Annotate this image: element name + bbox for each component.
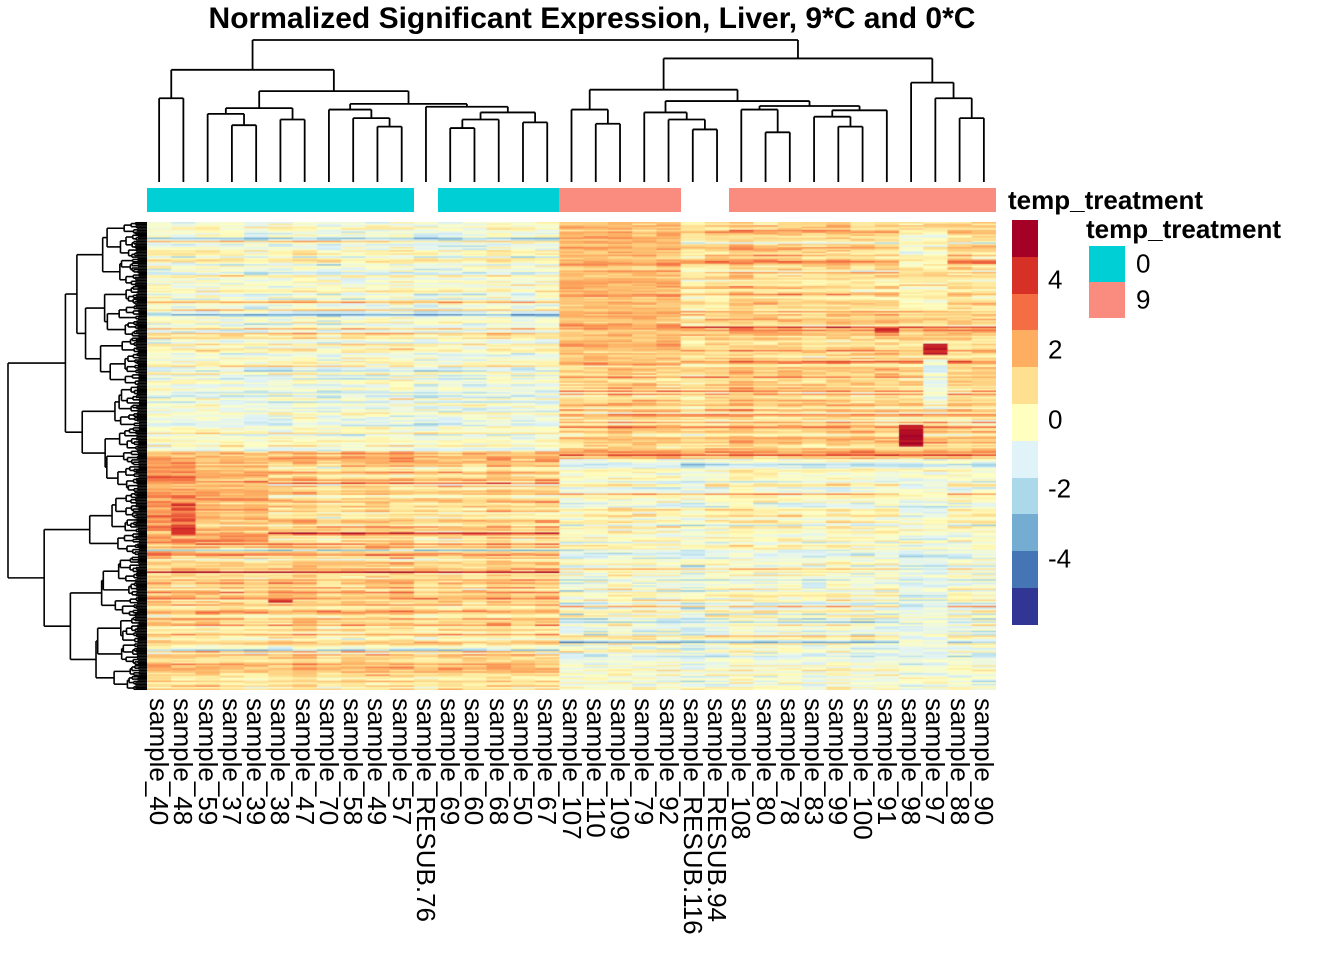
annotation-segment: [559, 188, 585, 212]
colorbar-block: [1012, 367, 1038, 404]
annotation-segment: [535, 188, 560, 212]
annotation-segment: [341, 188, 366, 212]
column-dendrogram: [158, 39, 985, 182]
colorbar-block: [1012, 440, 1038, 478]
column-label: sample_108: [726, 698, 757, 840]
colorbar-tick: 4: [1048, 264, 1063, 295]
annotation-segment: [971, 188, 997, 212]
colorbar-tick: 2: [1048, 334, 1063, 365]
column-label: sample_88: [944, 698, 975, 826]
annotation-segment: [632, 188, 657, 212]
annotation-segment: [947, 188, 973, 212]
colorbar-block: [1012, 514, 1038, 552]
row-dendrogram: [7, 221, 147, 691]
column-label: sample_79: [629, 698, 660, 826]
annotation-legend-title: temp_treatment: [1086, 214, 1282, 244]
colorbar-block: [1012, 330, 1038, 368]
annotation-segment: [826, 188, 851, 212]
annotation-segment: [462, 188, 488, 212]
legend-swatch: [1089, 282, 1125, 318]
legend-swatch: [1089, 246, 1125, 282]
column-label: sample_48: [168, 698, 199, 826]
annotation-segment: [292, 188, 318, 212]
chart-title: Normalized Significant Expression, Liver…: [208, 2, 976, 35]
annotation-segment: [510, 188, 536, 212]
legend-value-label: 9: [1136, 284, 1151, 315]
column-label: sample_97: [920, 698, 951, 826]
heatmap-canvas: [147, 222, 996, 690]
legend-value-label: 0: [1136, 248, 1151, 279]
value-colorbar: [1012, 220, 1038, 625]
annotation-segment: [656, 188, 682, 212]
column-label: sample_49: [362, 698, 393, 826]
column-label: sample_67: [532, 698, 563, 826]
column-label: sample_80: [750, 698, 781, 826]
colorbar-block: [1012, 293, 1038, 331]
column-label: sample_38: [265, 698, 296, 826]
colorbar-tick: 0: [1048, 404, 1063, 435]
column-label: sample_100: [847, 698, 878, 840]
column-annotation-bar: [147, 188, 997, 212]
annotation-segment: [316, 188, 342, 212]
column-label: sample_99: [823, 698, 854, 826]
colorbar-block: [1012, 587, 1038, 625]
annotation-segment: [923, 188, 948, 212]
annotation-segment: [244, 188, 269, 212]
annotation-segment: [195, 188, 221, 212]
annotation-segment: [777, 188, 803, 212]
colorbar-block: [1012, 256, 1038, 294]
colorbar-block: [1012, 551, 1038, 588]
annotation-segment: [171, 188, 196, 212]
annotation-bar-label: temp_treatment: [1008, 185, 1204, 215]
annotation-segment: [147, 188, 172, 212]
annotation-segment: [268, 188, 294, 212]
annotation-segment: [486, 188, 512, 212]
annotation-segment: [583, 188, 609, 212]
annotation-segment: [365, 188, 391, 212]
colorbar-block: [1012, 220, 1038, 257]
annotation-segment: [753, 188, 779, 212]
annotation-segment: [850, 188, 876, 212]
column-label: sample_107: [556, 698, 587, 840]
annotation-segment: [438, 188, 463, 212]
annotation-segment: [874, 188, 900, 212]
annotation-segment: [729, 188, 754, 212]
annotation-segment: [607, 188, 633, 212]
colorbar-tick: -4: [1048, 543, 1072, 574]
annotation-segment: [389, 188, 415, 212]
annotation-segment: [219, 188, 245, 212]
annotation-segment: [898, 188, 924, 212]
colorbar-tick: -2: [1048, 473, 1072, 504]
colorbar-block: [1012, 477, 1038, 515]
annotation-segment: [801, 188, 827, 212]
column-label: sample_92: [653, 698, 684, 826]
column-label: sample_60: [459, 698, 490, 826]
colorbar-block: [1012, 403, 1038, 441]
column-label: sample_90: [968, 698, 999, 826]
